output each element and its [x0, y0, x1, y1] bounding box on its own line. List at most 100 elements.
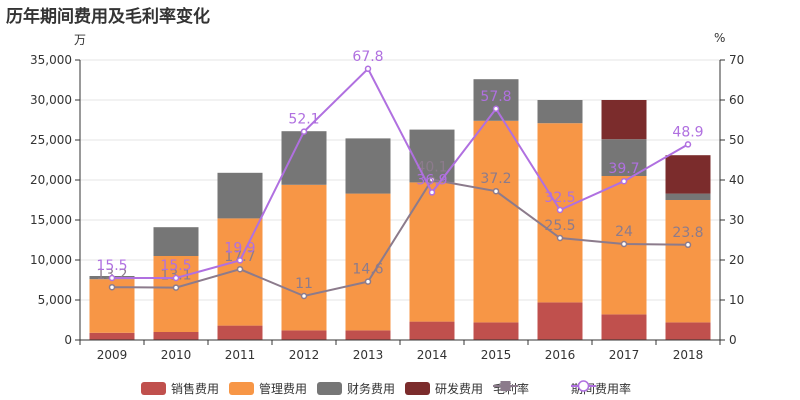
legend-item-gross[interactable]: 毛利率: [493, 379, 529, 397]
point-gross: [364, 278, 372, 285]
chart-canvas: 0 5,000 10,000 15,000 20,000 25,000 30,000 35,0…: [30, 49, 744, 362]
legend: 销售费用 管理费用 财务费用 研发费用 毛利率 期间费用率: [0, 379, 800, 397]
bar-sales: [217, 325, 263, 340]
point-gross: [428, 176, 436, 183]
point-period: [556, 206, 564, 214]
x-axis-tick-label: 2014: [417, 348, 448, 362]
left-axis-tick-label: 15,000: [30, 213, 72, 227]
legend-item-period[interactable]: 期间费用率: [571, 379, 631, 397]
left-axis-tick-label: 25,000: [30, 133, 72, 147]
data-label-period: 67.8: [352, 49, 383, 65]
bar-admin: [665, 200, 711, 323]
right-axis-tick-label: 20: [729, 253, 744, 267]
x-axis-tick-label: 2011: [225, 348, 256, 362]
bar-sales: [665, 322, 711, 340]
point-period: [428, 189, 436, 196]
data-label-gross: 37.2: [480, 171, 511, 187]
bar-rnd: [601, 100, 647, 140]
right-axis-tick-label: 0: [729, 333, 737, 347]
bar-sales: [537, 302, 583, 340]
data-label-gross: 40.1: [416, 160, 447, 176]
legend-swatch-rnd: [405, 381, 430, 395]
point-gross: [492, 187, 500, 195]
bar-sales: [409, 321, 455, 340]
bar-sales: [345, 330, 391, 340]
bar-admin: [473, 120, 519, 323]
bar-sales: [153, 332, 199, 340]
bar-finance: [153, 227, 199, 256]
bar-admin: [153, 256, 199, 332]
right-axis-tick-label: 40: [729, 173, 744, 187]
point-gross: [684, 241, 692, 249]
bar-finance: [537, 100, 583, 124]
legend-square-line-icon: [493, 381, 518, 391]
right-axis-unit: %: [714, 31, 726, 45]
bar-finance: [281, 131, 327, 185]
data-label-period: 32.5: [544, 190, 575, 206]
bar-finance: [601, 139, 647, 176]
legend-swatch-sales: [141, 381, 166, 395]
data-label-gross: 14.6: [352, 262, 383, 278]
data-label-period: 15.5: [96, 258, 127, 274]
left-axis-tick-label: 35,000: [30, 53, 72, 67]
bar-sales: [89, 332, 135, 340]
point-period: [364, 65, 372, 73]
point-period: [108, 274, 116, 282]
bar-sales: [601, 314, 647, 340]
point-period: [172, 274, 180, 282]
legend-label: 管理费用: [259, 381, 308, 396]
legend-item-admin[interactable]: 管理费用: [229, 379, 307, 397]
line-gross: [111, 178, 689, 298]
point-period: [300, 128, 308, 135]
left-axis-tick-label: 10,000: [30, 253, 72, 267]
point-period: [620, 177, 628, 185]
legend-swatch-admin: [229, 381, 254, 395]
data-label-gross: 11: [295, 276, 313, 292]
x-axis-tick-label: 2010: [161, 348, 192, 362]
data-label-period: 52.1: [288, 112, 319, 128]
point-period: [236, 257, 244, 264]
data-label-gross: 25.5: [544, 218, 575, 234]
data-label-period: 39.7: [608, 161, 639, 177]
legend-circle-line-icon: [571, 380, 596, 392]
bar-admin: [409, 182, 455, 322]
x-axis-tick-label: 2018: [673, 348, 704, 362]
point-period: [492, 105, 500, 113]
legend-item-sales[interactable]: 销售费用: [141, 379, 219, 397]
right-axis-tick-label: 70: [729, 53, 744, 67]
chart-title: 历年期间费用及毛利率变化: [6, 7, 210, 27]
x-axis-tick-label: 2009: [97, 348, 128, 362]
legend-swatch-finance: [317, 381, 342, 395]
x-axis-tick-label: 2012: [289, 348, 320, 362]
data-label-gross: 23.8: [672, 225, 703, 241]
x-axis-tick-label: 2017: [609, 348, 640, 362]
x-axis-tick-label: 2015: [481, 348, 512, 362]
point-gross: [108, 283, 116, 291]
data-label-period: 19.9: [224, 240, 255, 256]
bar-admin: [345, 193, 391, 331]
bar-sales: [281, 330, 327, 340]
line-period: [112, 67, 689, 279]
legend-item-finance[interactable]: 财务费用: [317, 379, 395, 397]
left-axis-tick-label: 0: [64, 333, 72, 347]
data-label-period: 36.9: [416, 172, 447, 188]
x-axis-tick-label: 2016: [545, 348, 576, 362]
bar-admin: [281, 184, 327, 331]
bar-finance: [217, 172, 263, 219]
right-axis-tick-label: 30: [729, 213, 744, 227]
point-gross: [300, 292, 308, 300]
data-label-gross: 24: [615, 224, 633, 240]
left-axis-tick-label: 30,000: [30, 93, 72, 107]
point-gross: [172, 284, 180, 291]
right-axis-tick-label: 10: [729, 293, 744, 307]
data-label-period: 48.9: [672, 124, 703, 140]
legend-item-rnd[interactable]: 研发费用: [405, 379, 483, 397]
x-axis-tick-label: 2013: [353, 348, 384, 362]
data-label-period: 15.5: [160, 258, 191, 274]
bar-finance: [345, 138, 391, 194]
data-label-period: 57.8: [480, 89, 511, 105]
bar-sales: [473, 322, 519, 340]
left-axis-unit: 万: [74, 33, 87, 47]
bar-rnd: [665, 155, 711, 194]
left-axis-tick-label: 20,000: [30, 173, 72, 187]
